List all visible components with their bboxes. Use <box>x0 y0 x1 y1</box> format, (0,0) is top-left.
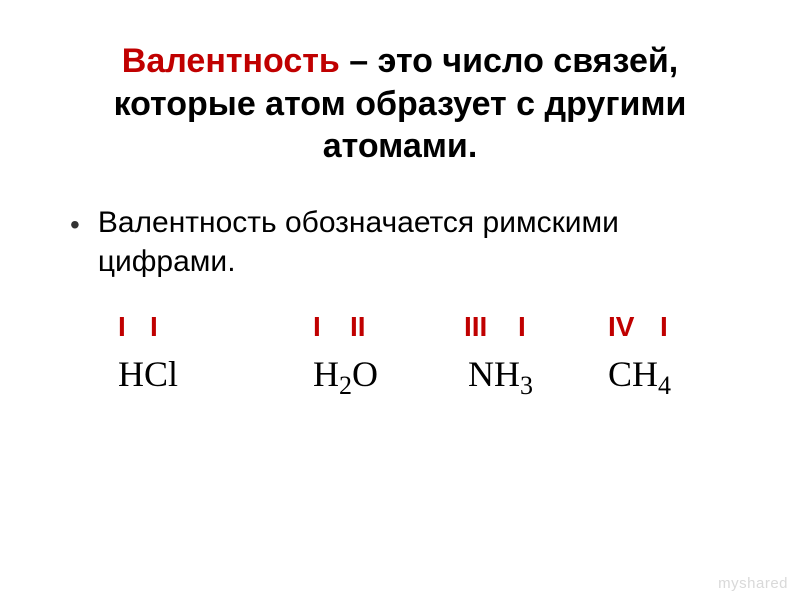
valence-labels-row: I I I II III I IV I <box>118 311 740 351</box>
valence-label: II <box>350 311 366 343</box>
formulas-area: I I I II III I IV I HCl H2O NH3 CH4 <box>118 311 740 431</box>
formula-hcl: HCl <box>118 353 178 395</box>
formula-nh3: NH3 <box>468 353 533 401</box>
title-highlight-word: Валентность <box>122 42 340 80</box>
slide-title: Валентность – это число связей, которые … <box>60 40 740 168</box>
slide-container: Валентность – это число связей, которые … <box>0 0 800 600</box>
bullet-marker: • <box>70 209 80 241</box>
formula-ch4: CH4 <box>608 353 671 401</box>
valence-label: III <box>464 311 487 343</box>
formula-subscript: 3 <box>520 371 533 400</box>
formula-subscript: 4 <box>658 371 671 400</box>
valence-label: I <box>518 311 526 343</box>
valence-label: I <box>660 311 668 343</box>
formula-subscript: 2 <box>339 371 352 400</box>
formula-text: HCl <box>118 354 178 394</box>
formula-text-pre: NH <box>468 354 520 394</box>
valence-label: I <box>313 311 321 343</box>
formulas-row: HCl H2O NH3 CH4 <box>118 353 740 413</box>
formula-text-pre: CH <box>608 354 658 394</box>
bullet-item: • Валентность обозначается римскими цифр… <box>70 203 740 281</box>
watermark: myshared <box>718 575 788 592</box>
formula-h2o: H2O <box>313 353 378 401</box>
formula-text-pre: H <box>313 354 339 394</box>
valence-label: I <box>118 311 126 343</box>
formula-text-post: O <box>352 354 378 394</box>
valence-label: IV <box>608 311 634 343</box>
bullet-text: Валентность обозначается римскими цифрам… <box>98 203 740 281</box>
valence-label: I <box>150 311 158 343</box>
